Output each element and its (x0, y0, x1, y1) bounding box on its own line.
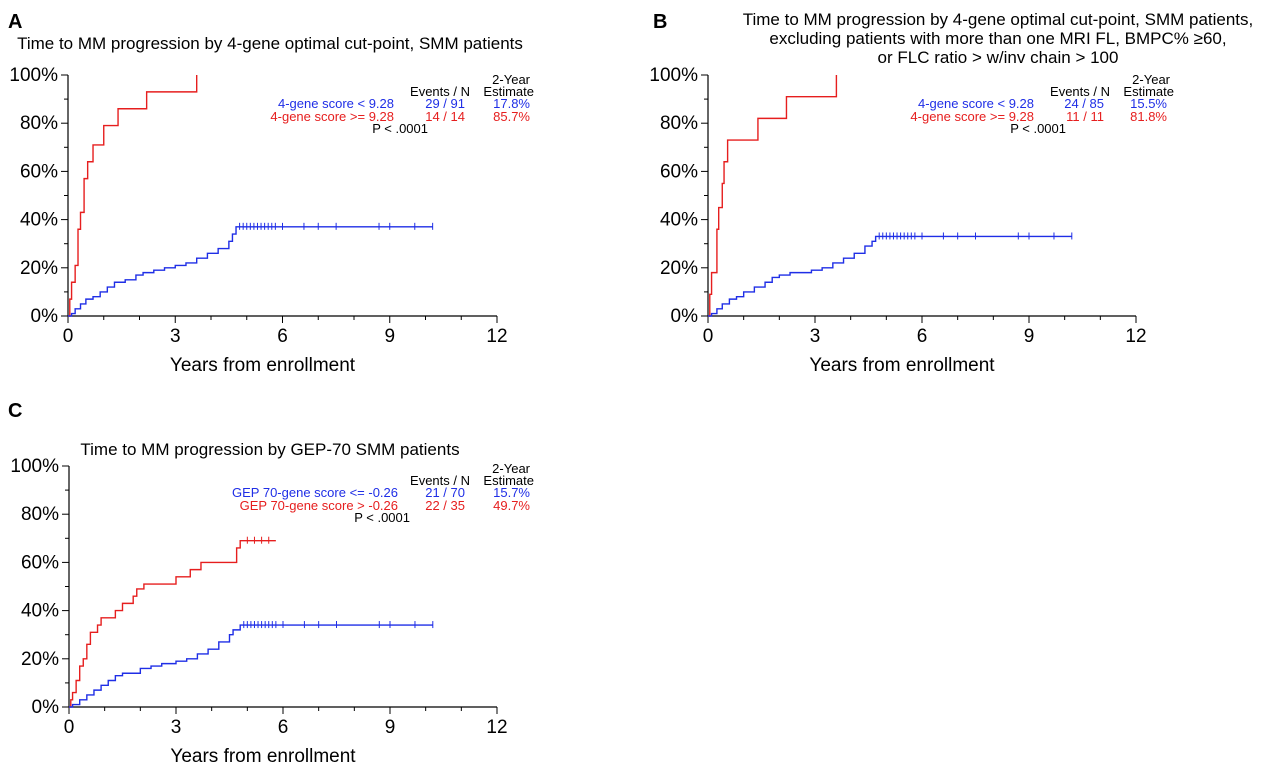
panel-c-legend-events-blue: 21 / 70 (425, 485, 465, 500)
panel-a-legend: 2-Year Events / N Estimate 4-gene score … (270, 72, 534, 136)
panel-c-x-tick-label: 0 (64, 717, 75, 738)
panel-a-label: A (8, 11, 22, 33)
panel-b-y-tick-label: 20% (660, 258, 698, 279)
panel-a-legend-estimate-red: 85.7% (493, 109, 530, 124)
panel-b-legend-estimate-red: 81.8% (1130, 109, 1167, 124)
panel-b-x-tick-label: 6 (917, 326, 928, 347)
panel-c-series-second-curve (69, 624, 433, 708)
panel-c-legend-events-header: Events / N (410, 473, 470, 488)
panel-c-legend-label-blue: GEP 70-gene score <= -0.26 (232, 485, 398, 500)
panel-b-legend-estimate-blue: 15.5% (1130, 96, 1167, 111)
panel-b-x-tick-label: 0 (703, 326, 714, 347)
panel-c-plot: 0% 20% 40% 60% 80% 100% 0 3 6 9 12 Years from enrol… (10, 456, 507, 767)
panel-b-y-tick-label: 80% (660, 113, 698, 134)
panel-a-y-tick-label: 0% (31, 306, 59, 327)
panel-c-y-tick-label: 0% (32, 697, 60, 718)
panel-a-legend-pvalue: P < .0001 (372, 121, 428, 136)
panel-a-x-tick-label: 0 (63, 326, 74, 347)
panel-a-y-tick-label: 20% (20, 258, 58, 279)
panel-a-legend-label-blue: 4-gene score < 9.28 (278, 96, 394, 111)
panel-b-series-second-curve (708, 235, 1072, 317)
panel-a-y-tick-label: 40% (20, 210, 58, 231)
panel-b-x-tick-label: 9 (1024, 326, 1035, 347)
panel-a-plot: 0% 20% 40% 60% 80% 100% 0 3 6 9 12 Years from enrol… (9, 65, 507, 376)
panel-c-y-tick-label: 40% (21, 601, 59, 622)
panel-c-label: C (8, 400, 22, 422)
panel-a-legend-events-header: Events / N (410, 84, 470, 99)
panel-b-title-line-2: excluding patients with more than one MR… (769, 29, 1226, 48)
panel-c-x-axis-label: Years from enrollment (170, 746, 356, 767)
panel-c-x-tick-label: 6 (278, 717, 289, 738)
panel-b-y-tick-label: 40% (660, 210, 698, 231)
panel-b-title-line-1: Time to MM progression by 4-gene optimal… (743, 10, 1254, 29)
panel-c-series-first-curve (69, 540, 276, 708)
panel-c-y-tick-label: 20% (21, 649, 59, 670)
panel-b-x-tick-label: 3 (810, 326, 821, 347)
panel-b-y-tick-label: 60% (660, 161, 698, 182)
panel-c-legend-estimate-header-1: 2-Year (492, 461, 530, 476)
panel-a-legend-events-blue: 29 / 91 (425, 96, 465, 111)
panel-a-y-tick-label: 60% (20, 161, 58, 182)
panel-b-legend-estimate-header-2: Estimate (1123, 84, 1174, 99)
panel-c-x-tick-label: 9 (385, 717, 396, 738)
panel-b-title-line-3: or FLC ratio > w/inv chain > 100 (878, 48, 1119, 67)
panel-c-legend-estimate-header-2: Estimate (483, 473, 534, 488)
panel-b-legend-events-blue: 24 / 85 (1064, 96, 1104, 111)
panel-b-legend-label-red: 4-gene score >= 9.28 (910, 109, 1034, 124)
panel-a-legend-estimate-header-1: 2-Year (492, 72, 530, 87)
panel-c-y-tick-label: 80% (21, 504, 59, 525)
panel-a-legend-estimate-header-2: Estimate (483, 84, 534, 99)
panel-a-title: Time to MM progression by 4-gene optimal… (17, 34, 523, 53)
panel-b-x-tick-label: 12 (1125, 326, 1146, 347)
panel-a-x-tick-label: 9 (384, 326, 395, 347)
panel-a-legend-events-red: 14 / 14 (425, 109, 465, 124)
panel-a-y-tick-label: 100% (9, 65, 58, 86)
panel-b: B Time to MM progression by 4-gene optim… (649, 10, 1253, 376)
panel-b-label: B (653, 11, 667, 33)
panel-c-title: Time to MM progression by GEP-70 SMM pat… (80, 440, 459, 459)
panel-c-legend-pvalue: P < .0001 (354, 510, 410, 525)
panel-c-legend-estimate-red: 49.7% (493, 498, 530, 513)
panel-c-legend-estimate-blue: 15.7% (493, 485, 530, 500)
panel-c: C Time to MM progression by GEP-70 SMM p… (8, 400, 534, 767)
panel-a-legend-label-red: 4-gene score >= 9.28 (270, 109, 394, 124)
panel-a-x-tick-label: 3 (170, 326, 181, 347)
panel-b-legend-events-red: 11 / 11 (1066, 109, 1104, 124)
panel-c-x-tick-label: 12 (486, 717, 507, 738)
panel-b-series-first-curve (708, 75, 838, 317)
panel-b-plot: 0% 20% 40% 60% 80% 100% 0 3 6 9 12 Years from enrol… (649, 65, 1146, 376)
panel-b-legend-events-header: Events / N (1050, 84, 1110, 99)
panel-b-legend-label-blue: 4-gene score < 9.28 (918, 96, 1034, 111)
panel-c-legend: 2-Year Events / N Estimate GEP 70-gene s… (232, 461, 534, 525)
panel-a-x-axis-label: Years from enrollment (170, 355, 356, 376)
panel-c-legend-label-red: GEP 70-gene score > -0.26 (240, 498, 398, 513)
panel-c-y-tick-label: 60% (21, 552, 59, 573)
panel-b-legend-estimate-header-1: 2-Year (1132, 72, 1170, 87)
panel-a-series-second-curve (68, 226, 433, 317)
panel-b-legend-pvalue: P < .0001 (1010, 121, 1066, 136)
panel-a-y-tick-label: 80% (20, 113, 58, 134)
panel-a-x-tick-label: 12 (486, 326, 507, 347)
panel-c-x-tick-label: 3 (171, 717, 182, 738)
panel-a-series-first-curve (68, 75, 198, 317)
panel-b-y-tick-label: 100% (649, 65, 698, 86)
panel-a: A Time to MM progression by 4-gene optim… (8, 11, 534, 376)
panel-c-y-tick-label: 100% (10, 456, 59, 477)
panel-b-y-tick-label: 0% (671, 306, 699, 327)
panel-c-legend-events-red: 22 / 35 (425, 498, 465, 513)
panel-a-x-tick-label: 6 (277, 326, 288, 347)
panel-a-legend-estimate-blue: 17.8% (493, 96, 530, 111)
panel-b-legend: 2-Year Events / N Estimate 4-gene score … (910, 72, 1174, 136)
panel-b-x-axis-label: Years from enrollment (809, 355, 995, 376)
